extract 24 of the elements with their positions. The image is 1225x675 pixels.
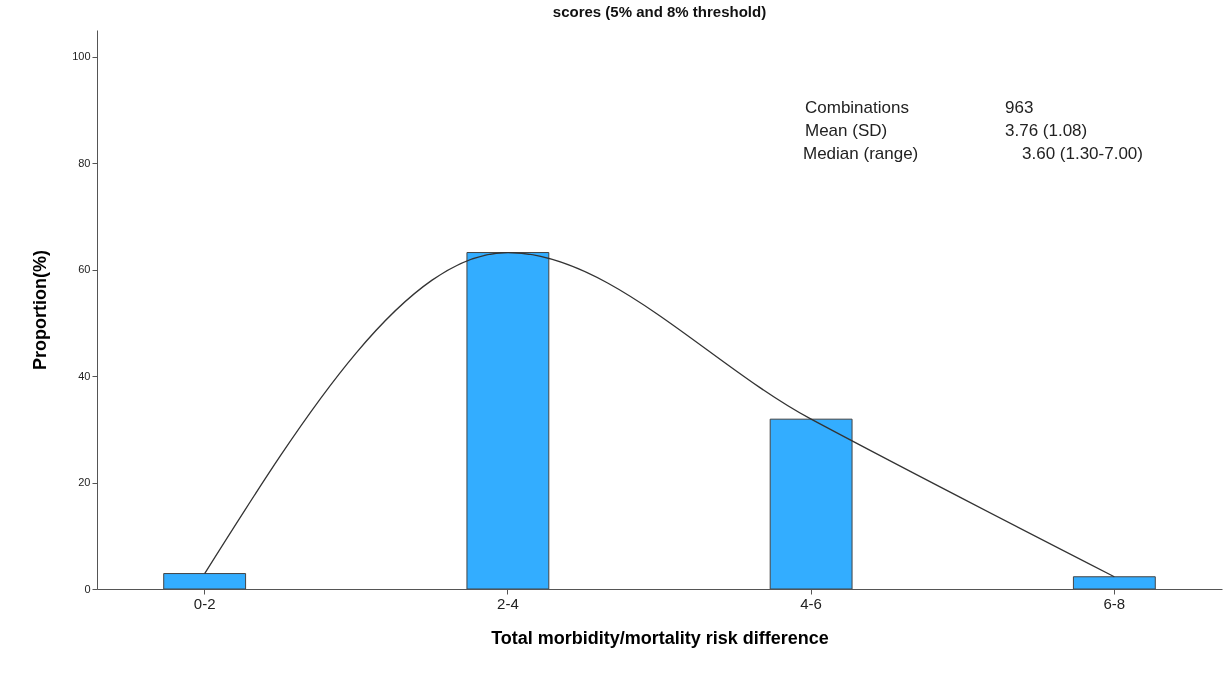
- y-tick-label: 100: [72, 50, 91, 63]
- line-series: [204, 251, 1115, 578]
- x-tick-label: 2-4: [497, 594, 519, 612]
- y-tick-label: 60: [78, 263, 91, 276]
- y-tick-label: 0: [84, 582, 91, 595]
- annotation: Combinations: [805, 98, 909, 117]
- chart-title: scores (5% and 8% threshold): [552, 3, 767, 20]
- bar: [769, 418, 853, 589]
- bar: [1072, 576, 1156, 589]
- x-tick-label: 6-8: [1103, 594, 1126, 612]
- annotation: Mean (SD): [805, 121, 888, 140]
- annotation: 3.60 (1.30-7.00): [1022, 144, 1143, 163]
- y-axis-title: Proportion(%): [30, 250, 51, 370]
- bar: [466, 252, 550, 589]
- x-tick-label: 4-6: [800, 594, 822, 612]
- x-tick-label: 0-2: [193, 594, 216, 612]
- annotation: 3.76 (1.08): [1005, 121, 1088, 140]
- y-tick-label: 20: [78, 476, 91, 489]
- y-tick-label: 40: [78, 369, 91, 382]
- annotation: 963: [1005, 98, 1034, 117]
- y-tick-label: 80: [78, 156, 91, 169]
- annotation: Median (range): [803, 144, 919, 163]
- bar: [163, 573, 247, 589]
- x-axis-title: Total morbidity/mortality risk difference: [491, 627, 829, 648]
